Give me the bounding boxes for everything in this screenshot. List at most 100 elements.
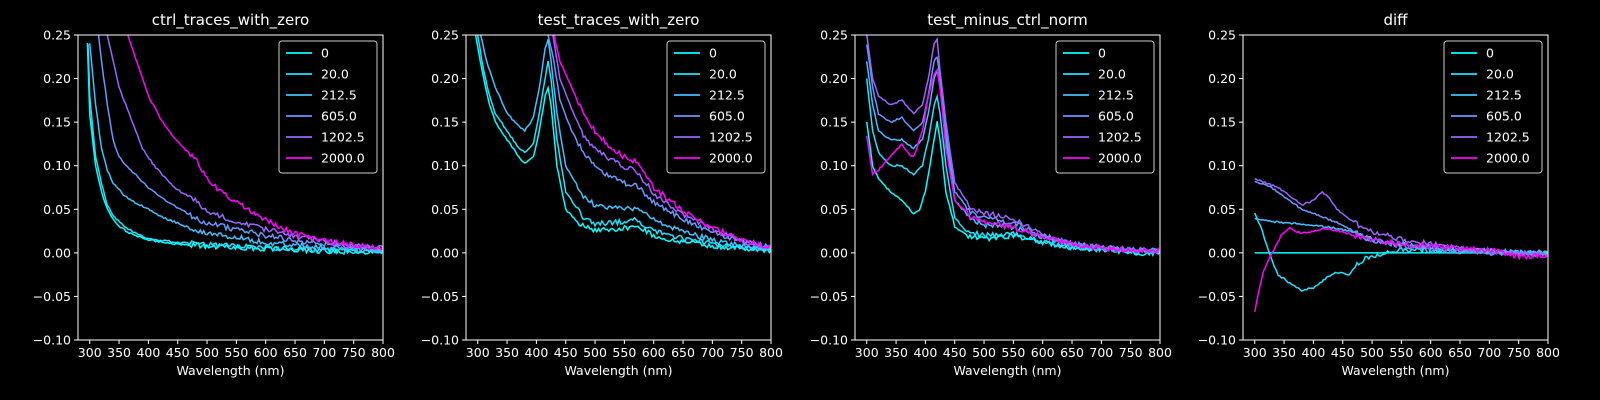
legend-label: 605.0: [1098, 109, 1134, 124]
legend-label: 605.0: [709, 109, 745, 124]
legend-label: 0: [709, 46, 717, 61]
x-tick-label: 350: [1272, 345, 1296, 360]
x-tick-label: 700: [700, 345, 724, 360]
series-group: [1253, 177, 1548, 312]
y-tick-label: −0.10: [421, 333, 459, 348]
legend-label: 1202.5: [321, 130, 365, 145]
y-tick-label: −0.10: [33, 333, 71, 348]
series-line-212.5: [479, 35, 771, 252]
x-tick-label: 550: [1389, 345, 1413, 360]
panel-1: ctrl_traces_with_zero 300 350 400 450 500 550 6…: [33, 11, 395, 378]
legend-label: 605.0: [321, 109, 357, 124]
y-tick-label: −0.10: [1198, 333, 1236, 348]
x-tick-label: 400: [136, 345, 160, 360]
x-tick-label: 800: [759, 345, 783, 360]
legend-label: 212.5: [1486, 88, 1522, 103]
x-axis-label: Wavelength (nm): [177, 363, 285, 378]
legend: 0 20.0 212.5 605.0 1202.5 2000.0: [666, 40, 766, 174]
y-tick-label: 0.10: [1208, 158, 1236, 173]
legend-label: 20.0: [1486, 67, 1514, 82]
y-tick-label: 0.20: [820, 71, 848, 86]
y-tick-label: −0.05: [810, 289, 848, 304]
x-tick-label: 450: [554, 345, 578, 360]
y-tick-label: 0.10: [820, 158, 848, 173]
plot-frame: [77, 34, 384, 341]
series-line-20.0: [476, 35, 771, 253]
y-tick-label: 0.15: [431, 115, 459, 130]
x-axis-label: Wavelength (nm): [1342, 363, 1450, 378]
legend-label: 20.0: [709, 67, 737, 82]
x-tick-label: 550: [612, 345, 636, 360]
series-group: [86, 35, 383, 256]
legend-label: 212.5: [321, 88, 357, 103]
x-tick-label: 550: [1001, 345, 1025, 360]
series-line-2000.0: [1253, 227, 1548, 312]
x-tick-label: 600: [1419, 345, 1443, 360]
panel-title: ctrl_traces_with_zero: [152, 11, 309, 30]
x-axis-label: Wavelength (nm): [954, 363, 1062, 378]
plot-frame: [854, 34, 1161, 341]
legend-label: 212.5: [709, 88, 745, 103]
legend-label: 2000.0: [1486, 151, 1530, 166]
x-tick-label: 800: [371, 345, 395, 360]
y-tick-label: −0.05: [1198, 289, 1236, 304]
series-line-2000.0: [127, 35, 383, 251]
y-tick-label: 0.20: [43, 71, 71, 86]
x-tick-label: 700: [312, 345, 336, 360]
x-tick-label: 600: [254, 345, 278, 360]
panel-title: test_traces_with_zero: [538, 11, 700, 30]
series-line-2000.0: [865, 68, 1160, 254]
legend: 0 20.0 212.5 605.0 1202.5 2000.0: [1055, 40, 1155, 174]
legend-label: 20.0: [1098, 67, 1126, 82]
legend-label: 1202.5: [1486, 130, 1530, 145]
legend-label: 212.5: [1098, 88, 1134, 103]
x-tick-label: 650: [1060, 345, 1084, 360]
x-tick-label: 300: [466, 345, 490, 360]
series-group: [865, 35, 1160, 258]
y-tick-label: 0.00: [43, 245, 71, 260]
x-tick-label: 750: [1119, 345, 1143, 360]
plot-frame: [465, 34, 772, 341]
series-line-605.0: [97, 35, 383, 253]
x-tick-label: 650: [1448, 345, 1472, 360]
panel-2: test_traces_with_zero 300 350 400 450 500 550 6…: [421, 11, 783, 378]
y-tick-label: 0.15: [1208, 115, 1236, 130]
series-line-20.0: [87, 44, 383, 255]
y-tick-label: 0.25: [431, 28, 459, 43]
y-tick-label: 0.05: [431, 202, 459, 217]
x-tick-label: 450: [943, 345, 967, 360]
y-tick-label: 0.10: [431, 158, 459, 173]
series-line-1202.5: [106, 35, 383, 252]
x-tick-label: 750: [342, 345, 366, 360]
legend-label: 2000.0: [1098, 151, 1142, 166]
y-tick-label: 0.15: [820, 115, 848, 130]
y-tick-label: 0.00: [1208, 245, 1236, 260]
x-tick-label: 300: [78, 345, 102, 360]
legend: 0 20.0 212.5 605.0 1202.5 2000.0: [278, 40, 378, 174]
y-tick-label: 0.05: [43, 202, 71, 217]
x-axis-label: Wavelength (nm): [565, 363, 673, 378]
x-tick-label: 450: [166, 345, 190, 360]
series-line-0: [474, 35, 771, 255]
legend-label: 1202.5: [1098, 130, 1142, 145]
x-tick-label: 800: [1536, 345, 1560, 360]
plot-frame: [1242, 34, 1549, 341]
legend-label: 1202.5: [709, 130, 753, 145]
panel-4: diff 300 350 400 450 500 550 600 650 700 750 800 −0.…: [1198, 11, 1560, 378]
x-tick-label: 750: [730, 345, 754, 360]
legend-label: 20.0: [321, 67, 349, 82]
x-tick-label: 700: [1477, 345, 1501, 360]
series-group: [474, 35, 771, 255]
x-tick-label: 300: [855, 345, 879, 360]
x-tick-label: 300: [1243, 345, 1267, 360]
x-tick-label: 350: [884, 345, 908, 360]
legend-label: 0: [1486, 46, 1494, 61]
y-tick-label: 0.20: [1208, 71, 1236, 86]
legend-label: 0: [1098, 46, 1106, 61]
legend: 0 20.0 212.5 605.0 1202.5 2000.0: [1443, 40, 1543, 174]
series-line-605.0: [865, 44, 1160, 255]
y-tick-label: 0.20: [431, 71, 459, 86]
panel-title: test_minus_ctrl_norm: [927, 11, 1088, 30]
